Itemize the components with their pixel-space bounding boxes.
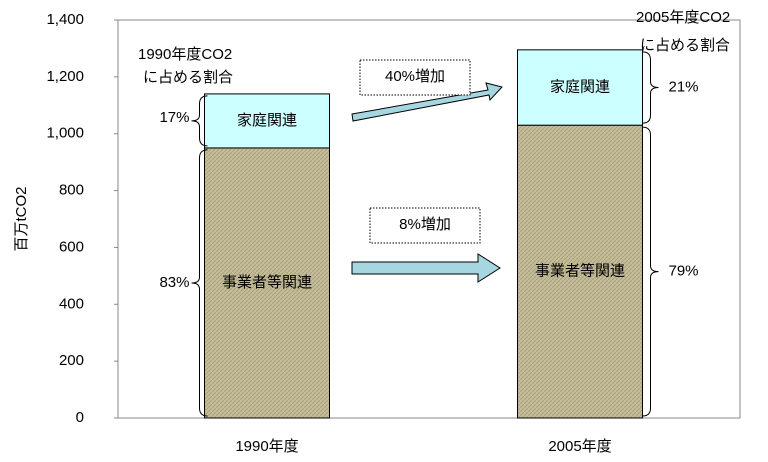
share-title: 1990年度CO2 <box>138 46 232 63</box>
bar-segment <box>204 93 330 149</box>
brace <box>642 51 659 124</box>
share-title: に占める割合 <box>640 37 730 54</box>
y-tick-label: 400 <box>59 295 84 312</box>
callout: 40%増加 <box>385 68 445 85</box>
y-tick-label: 1,000 <box>46 125 84 142</box>
segment-label: 家庭関連 <box>550 78 610 95</box>
callout-box <box>369 207 481 244</box>
y-tick-label: 1,200 <box>46 68 84 85</box>
share-label: 21% <box>669 78 699 95</box>
share-title: 2005年度CO2 <box>636 9 730 26</box>
y-axis-label: 百万tCO2 <box>13 186 30 251</box>
brace <box>642 126 659 417</box>
share-title: に占める割合 <box>143 69 233 86</box>
bar-segment <box>204 147 330 419</box>
share-label: 17% <box>159 109 189 126</box>
share-label: 79% <box>669 263 699 280</box>
y-tick-label: 600 <box>59 238 84 255</box>
brace <box>191 95 208 147</box>
y-tick-label: 0 <box>76 409 84 426</box>
y-tick-label: 1,400 <box>46 11 84 28</box>
segment-label: 事業者等関連 <box>222 273 312 291</box>
x-tick-label: 2005年度 <box>548 438 611 455</box>
brace <box>191 149 208 417</box>
segment-label: 事業者等関連 <box>535 262 625 280</box>
share-label: 83% <box>159 274 189 291</box>
arrow <box>351 253 501 283</box>
bar-segment <box>517 49 643 126</box>
callout-box <box>359 59 471 96</box>
segment-label: 家庭関連 <box>237 112 297 129</box>
plot-area <box>117 19 741 419</box>
callout: 8%増加 <box>399 216 451 233</box>
x-tick-label: 1990年度 <box>235 438 298 455</box>
y-tick-label: 800 <box>59 182 84 199</box>
y-tick-label: 200 <box>59 352 84 369</box>
arrow <box>351 82 503 122</box>
